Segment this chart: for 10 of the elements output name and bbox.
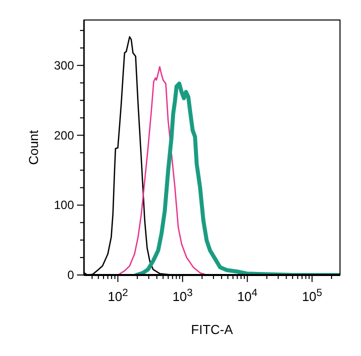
- y-tick-label: 200: [54, 128, 74, 142]
- x-tick-label: 10$^{4}$: [237, 288, 258, 304]
- y-tick-label: 0: [67, 268, 74, 282]
- x-axis-title: FITC-A: [191, 322, 234, 337]
- x-tick-label: 10$^{2}$: [108, 288, 128, 304]
- x-tick-label: 10$^{3}$: [172, 288, 193, 304]
- y-tick-label: 100: [54, 198, 74, 212]
- y-axis-title: Count: [26, 130, 41, 165]
- x-tick-label: 10$^{5}$: [302, 288, 322, 304]
- y-tick-label: 300: [54, 58, 74, 72]
